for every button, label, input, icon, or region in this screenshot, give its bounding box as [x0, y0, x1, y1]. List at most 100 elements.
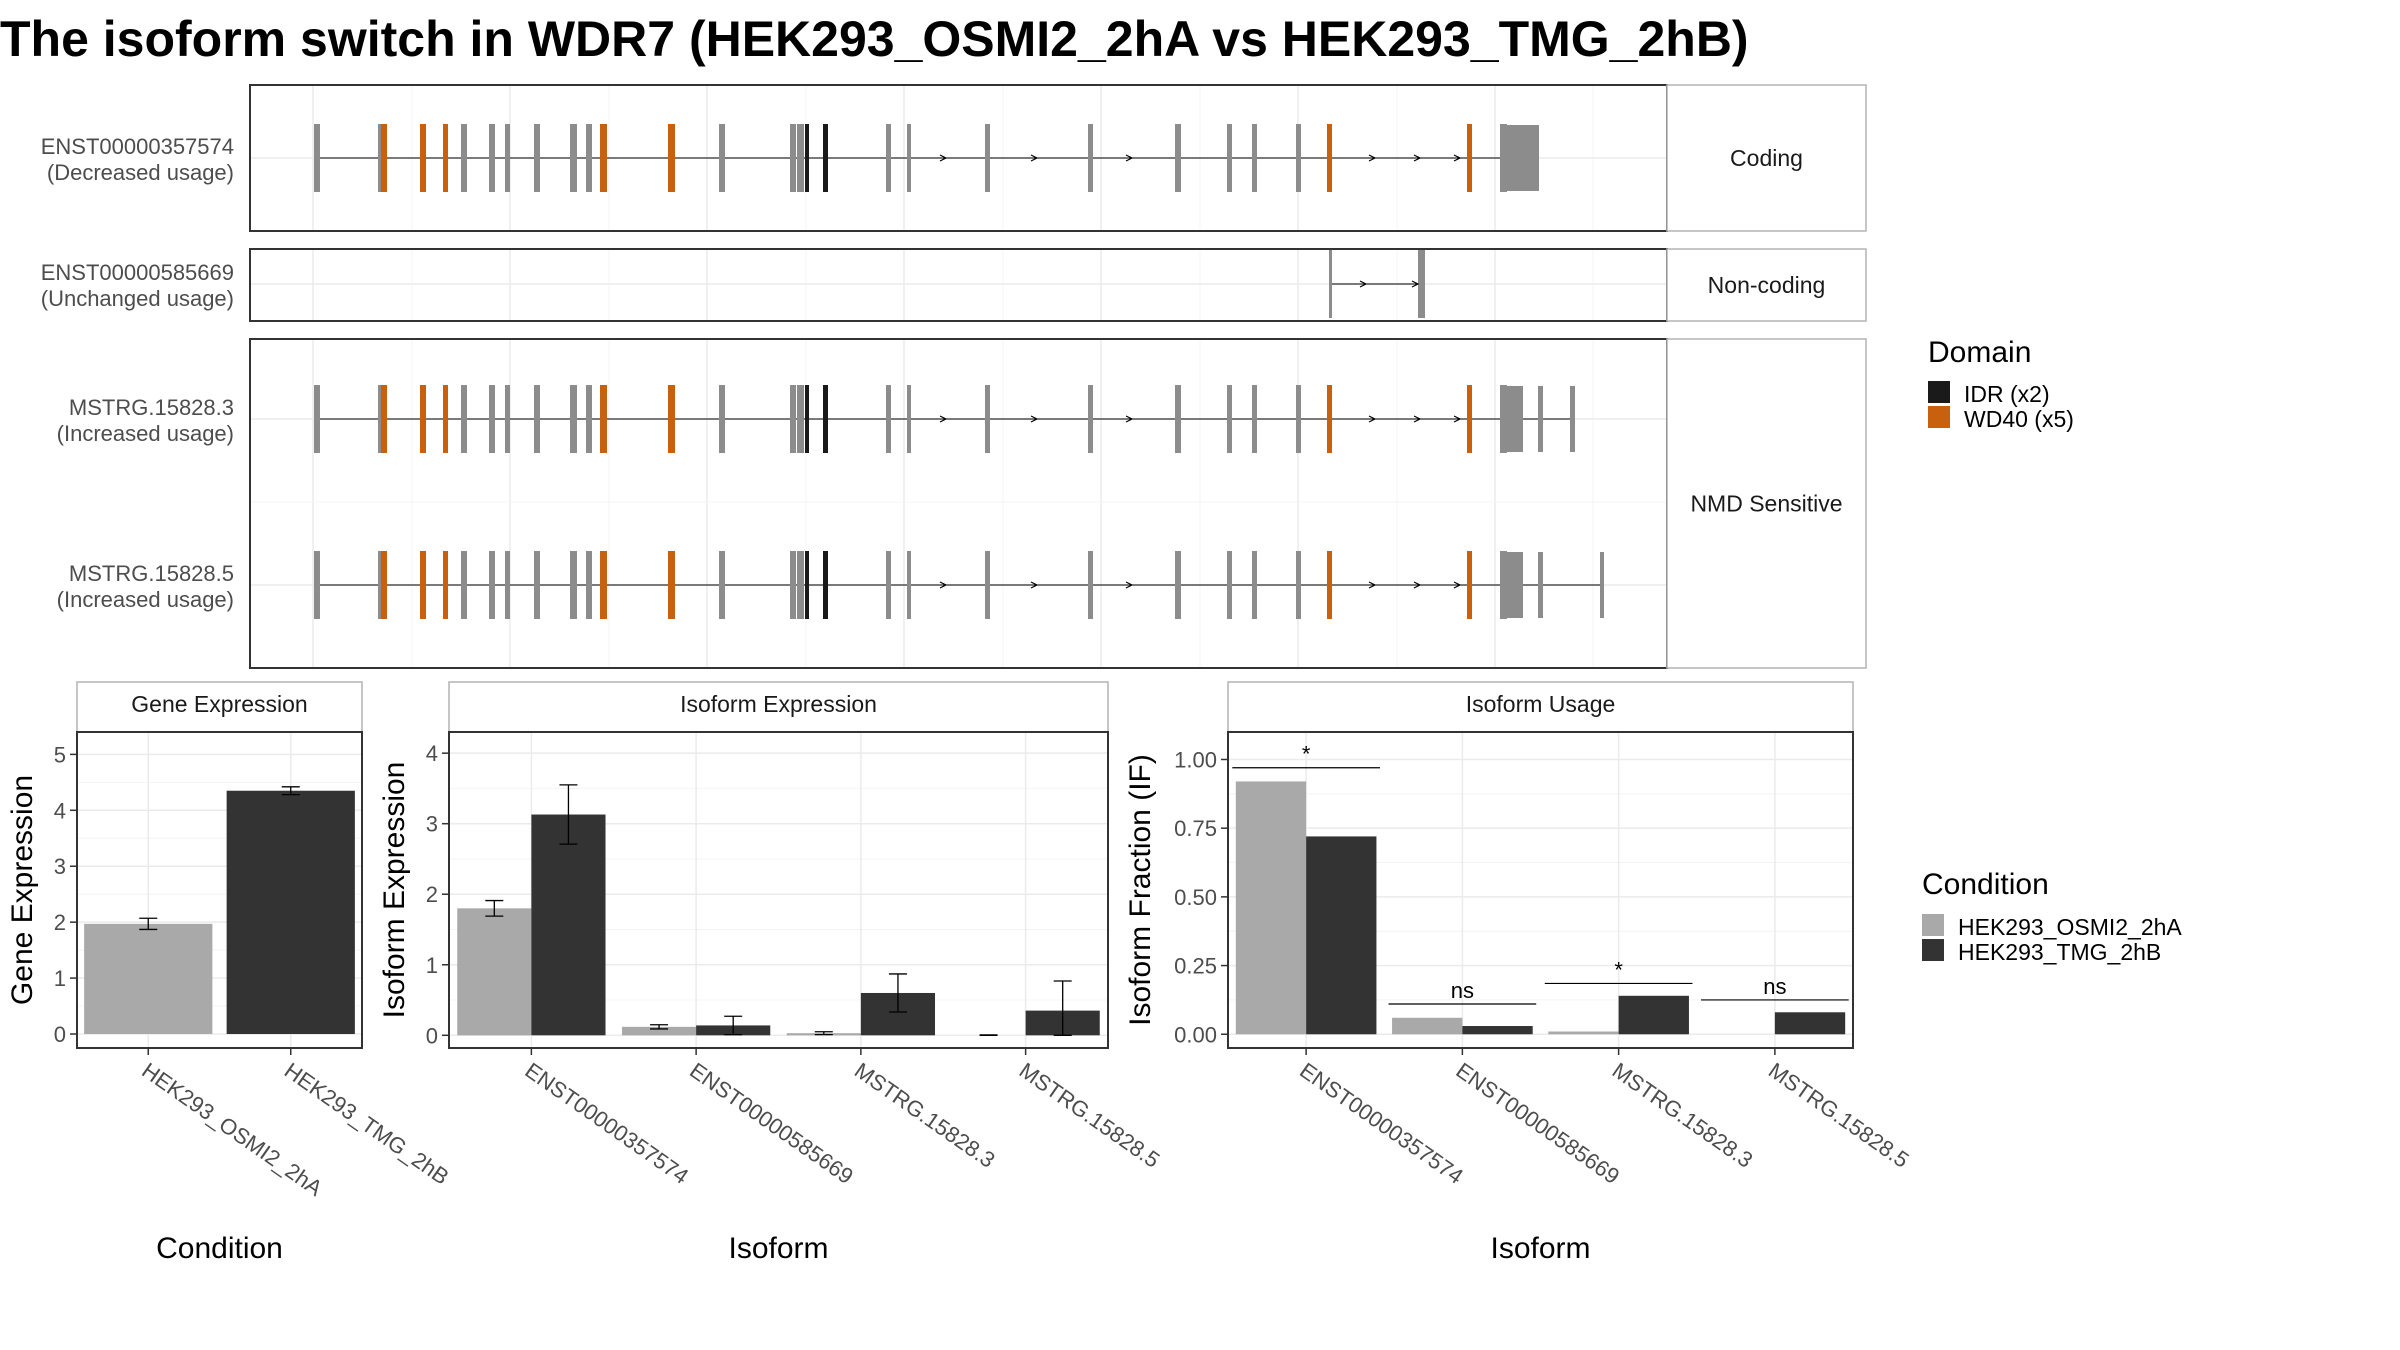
strip-box — [448, 681, 1109, 733]
exon-block — [1227, 385, 1232, 453]
intron-arrow — [1030, 154, 1039, 162]
exon-block — [378, 124, 382, 192]
exon-block — [1467, 551, 1472, 619]
domain-legend: Domain IDR (x2) WD40 (x5) — [1928, 336, 2074, 432]
exon-block — [534, 385, 540, 453]
intron-arrow — [1125, 154, 1134, 162]
exon-block — [570, 385, 577, 453]
exon-block — [1175, 385, 1181, 453]
exon-block — [907, 124, 911, 192]
figure-title: The isoform switch in WDR7 (HEK293_OSMI2… — [0, 11, 1749, 67]
x-tick-label: ENST00000585669 — [1452, 1058, 1625, 1189]
structure-group-1: ENST00000585669(Unchanged usage) Non-codi… — [41, 248, 1867, 322]
exon-block — [314, 124, 320, 192]
exon-block — [797, 124, 804, 192]
error-bar — [724, 1015, 743, 1036]
intron-arrow — [1125, 581, 1134, 589]
chart-title: Isoform Expression — [680, 691, 877, 717]
y-tick-label: 0.50 — [1174, 885, 1217, 910]
y-tick-label: 1 — [54, 966, 66, 991]
intron-arrow — [1453, 581, 1462, 589]
exon-block — [907, 385, 911, 453]
x-tick-label: MSTRG.15828.5 — [1764, 1058, 1914, 1173]
x-axis-title: Isoform — [1490, 1232, 1590, 1265]
exon-block — [443, 385, 448, 453]
exon-block — [505, 385, 510, 453]
exon-block — [505, 124, 510, 192]
isoform-track — [314, 385, 1575, 453]
exon-block — [790, 385, 796, 453]
intron-arrow — [1453, 154, 1462, 162]
intron-arrow — [1413, 581, 1422, 589]
exon-block — [985, 124, 990, 192]
exon-block — [1503, 552, 1523, 618]
y-tick-label: 2 — [426, 882, 438, 907]
exon-block — [790, 124, 796, 192]
bar — [1306, 836, 1377, 1035]
strip-label: NMD Sensitive — [1690, 491, 1842, 517]
exon-block — [1227, 551, 1232, 619]
error-bar — [814, 1031, 833, 1036]
exon-block — [1570, 386, 1575, 452]
strip-label: Non-coding — [1708, 272, 1826, 298]
exon-block — [1327, 385, 1332, 453]
legend-key-wd40 — [1928, 406, 1950, 428]
y-tick-label: 4 — [426, 741, 438, 766]
panel-border — [76, 731, 363, 1049]
bar — [226, 790, 355, 1035]
exon-block — [1503, 386, 1523, 452]
strip-box — [1666, 338, 1867, 669]
exon-block — [1088, 551, 1093, 619]
y-tick-label: 3 — [54, 854, 66, 879]
exon-block — [1418, 250, 1425, 318]
exon-block — [1467, 124, 1472, 192]
bar-panel-1: Isoform Expression 0 1 2 3 4 ENST00000357574EN… — [378, 681, 1164, 1265]
exon-block — [1503, 125, 1539, 191]
error-bar — [559, 784, 578, 845]
exon-block — [314, 385, 320, 453]
exon-block — [600, 124, 607, 192]
exon-block — [489, 385, 495, 453]
bar — [1392, 1017, 1463, 1035]
y-tick-label: 1 — [426, 953, 438, 978]
exon-block — [823, 551, 828, 619]
intron-arrow — [1413, 415, 1422, 423]
exon-block — [886, 551, 891, 619]
exon-block — [378, 551, 382, 619]
x-axis-title: Condition — [156, 1232, 283, 1265]
exon-block — [489, 551, 495, 619]
bar — [621, 1026, 697, 1036]
bar — [84, 923, 213, 1035]
intron-arrow — [939, 154, 948, 162]
error-bar — [1053, 980, 1072, 1036]
exon-block — [1252, 551, 1257, 619]
x-tick-label: MSTRG.15828.3 — [1608, 1058, 1758, 1173]
exon-block — [443, 124, 448, 192]
y-tick-label: 2 — [54, 910, 66, 935]
strip-label: Coding — [1730, 145, 1803, 171]
exon-block — [1175, 551, 1181, 619]
exon-block — [1327, 551, 1332, 619]
exon-block — [1296, 551, 1301, 619]
strip-box — [1666, 248, 1867, 322]
condition-legend-title: Condition — [1922, 868, 2049, 901]
exon-block — [1538, 386, 1543, 452]
isoform-structure-plot: ENST00000357574(Decreased usage)CodingEN… — [41, 84, 1867, 669]
legend-key-idr — [1928, 381, 1950, 403]
strip-box — [1227, 681, 1854, 733]
error-bar — [281, 786, 300, 796]
isoform-label-id: MSTRG.15828.3 — [69, 395, 234, 420]
x-tick-label: ENST00000357574 — [521, 1058, 694, 1189]
exon-block — [461, 551, 467, 619]
exon-block — [314, 551, 320, 619]
exon-block — [381, 385, 387, 453]
isoform-label-id: ENST00000585669 — [41, 260, 234, 285]
isoform-track — [314, 124, 1539, 192]
y-tick-label: 0.75 — [1174, 816, 1217, 841]
exon-block — [489, 124, 495, 192]
bar — [1548, 1031, 1619, 1035]
exon-block — [570, 551, 577, 619]
y-tick-label: 5 — [54, 742, 66, 767]
x-tick-label: ENST00000585669 — [685, 1058, 858, 1189]
isoform-track — [1329, 250, 1425, 318]
